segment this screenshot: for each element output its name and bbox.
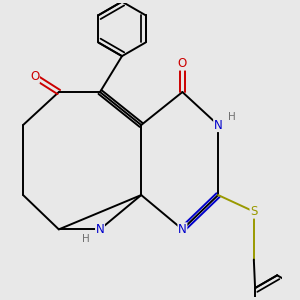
- Text: S: S: [250, 205, 257, 218]
- Text: N: N: [96, 223, 104, 236]
- Text: O: O: [30, 70, 39, 83]
- Text: H: H: [228, 112, 236, 122]
- Text: N: N: [214, 118, 223, 131]
- Text: H: H: [82, 234, 89, 244]
- Text: O: O: [178, 57, 187, 70]
- Text: N: N: [178, 223, 187, 236]
